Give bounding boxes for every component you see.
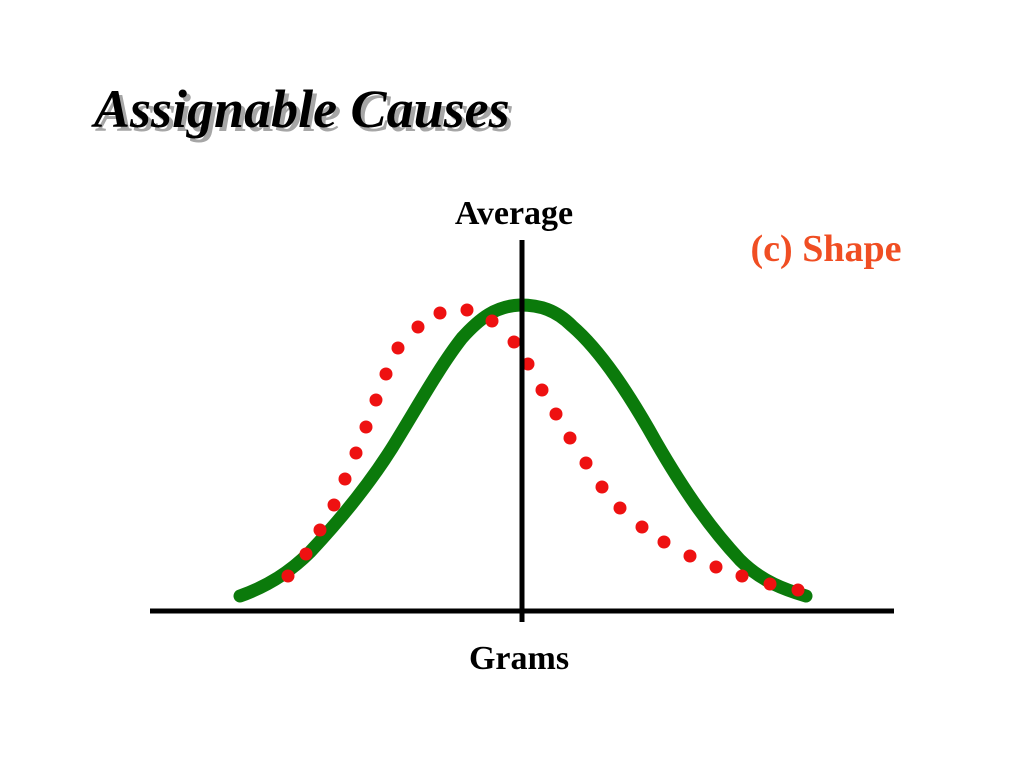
curve-dot xyxy=(391,341,405,355)
curve-dot xyxy=(507,335,521,349)
curve-dot xyxy=(369,393,383,407)
slide-title: Assignable Causes xyxy=(94,79,510,139)
curve-dot xyxy=(433,306,447,320)
curve-dot xyxy=(535,383,549,397)
curve-dot xyxy=(683,549,697,563)
curve-dot xyxy=(563,431,577,445)
curve-dot xyxy=(338,472,352,486)
changed-shape-distribution-curve xyxy=(281,303,805,597)
curve-dot xyxy=(411,320,425,334)
curve-dot xyxy=(709,560,723,574)
curve-dot xyxy=(549,407,563,421)
curve-dot xyxy=(460,303,474,317)
curve-dot xyxy=(763,577,777,591)
curve-dot xyxy=(485,314,499,328)
average-label: Average xyxy=(455,195,573,232)
curve-dot xyxy=(281,569,295,583)
panel-label: (c) Shape xyxy=(751,228,902,270)
curve-dot xyxy=(359,420,373,434)
curve-dot xyxy=(635,520,649,534)
curve-dot xyxy=(579,456,593,470)
curve-dot xyxy=(521,357,535,371)
curve-dot xyxy=(735,569,749,583)
curve-dot xyxy=(349,446,363,460)
curve-dot xyxy=(327,498,341,512)
curve-dot xyxy=(657,535,671,549)
curve-dot xyxy=(299,547,313,561)
curve-dot xyxy=(791,583,805,597)
curve-dot xyxy=(313,523,327,537)
grams-label: Grams xyxy=(469,640,569,677)
curve-dot xyxy=(379,367,393,381)
curve-dot xyxy=(613,501,627,515)
curve-dot xyxy=(595,480,609,494)
